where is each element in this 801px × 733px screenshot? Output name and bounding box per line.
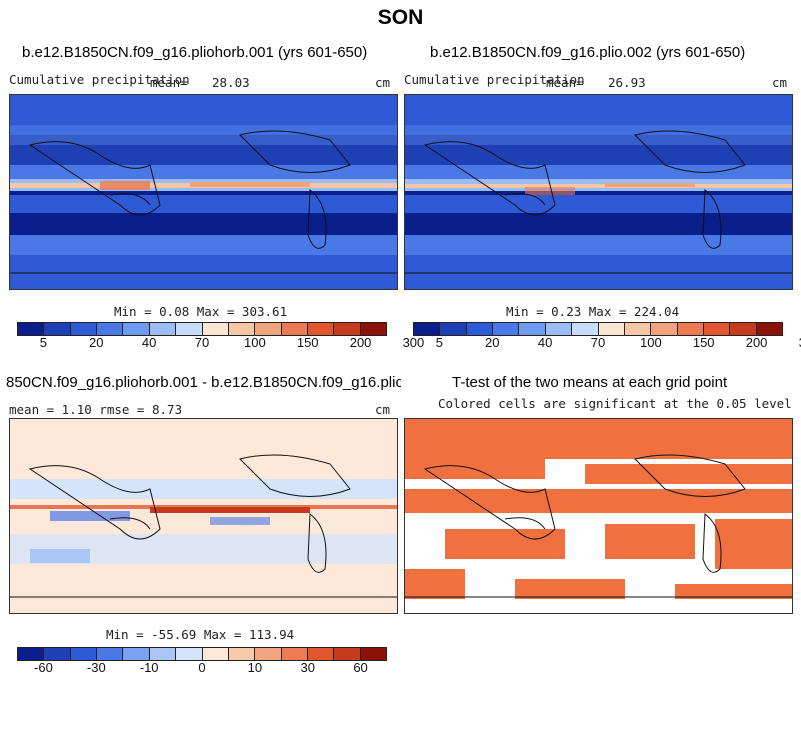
panel4-significance-map [404,418,793,614]
panel4-map-graphic [405,419,792,613]
colorbar-swatch [44,648,71,660]
colorbar-swatch [97,648,124,660]
figure-title: SON [377,6,424,29]
panel1-precip-map [9,94,398,290]
panel3-title: 850CN.f09_g16.pliohorb.001 - b.e12.B1850… [6,374,401,391]
colorbar-swatch [18,648,45,660]
precip-colorbar-left-ticks: 5 20 40 70 100 150 200 300 [17,335,424,353]
colorbar-tick-label: 150 [692,335,715,350]
panel4-title: T-test of the two means at each grid poi… [452,374,728,391]
colorbar-swatch [598,323,625,335]
colorbar-swatch [572,323,599,335]
colorbar-tick-label: 200 [745,335,768,350]
panel1-variable-label: Cumulative precipitation [9,72,190,87]
colorbar-swatch [70,323,98,335]
colorbar-swatch [360,648,387,660]
colorbar-swatch [18,323,45,335]
panel2-title: b.e12.B1850CN.f09_g16.plio.002 (yrs 601-… [430,44,746,61]
precip-colorbar-right-ticks: 5 20 40 70 100 150 200 300 [413,335,801,353]
colorbar-swatch [519,323,546,335]
colorbar-swatch [149,648,177,660]
colorbar-swatch [307,648,335,660]
colorbar-swatch [703,323,731,335]
colorbar-tick-label: 5 [435,335,444,350]
panel2-precip-map [404,94,793,290]
colorbar-swatch [70,648,98,660]
colorbar-tick-label: 10 [247,660,263,675]
panel1-mean-value: 28.03 [212,75,250,90]
colorbar-swatch [149,323,177,335]
panel1-mean-label: mean= [150,75,188,90]
colorbar-swatch [255,648,282,660]
difference-colorbar-ticks: -60 -30 -10 0 10 30 60 [17,660,387,678]
colorbar-swatch [677,323,704,335]
colorbar-tick-label: -60 [34,660,53,675]
colorbar-swatch [176,323,203,335]
colorbar-tick-label: 5 [39,335,48,350]
panel1-title: b.e12.B1850CN.f09_g16.pliohorb.001 (yrs … [22,44,368,61]
colorbar-swatch [228,648,256,660]
panel4-subtitle: Colored cells are significant at the 0.0… [438,396,792,411]
colorbar-swatch [440,323,467,335]
colorbar-tick-label: 40 [537,335,553,350]
panel2-mean-label: mean= [546,75,584,90]
precip-colorbar-left [17,322,387,336]
colorbar-swatch [281,648,308,660]
panel1-min-max: Min = 0.08 Max = 303.61 [114,304,288,319]
colorbar-swatch [228,323,256,335]
colorbar-swatch [202,648,229,660]
panel3-difference-map [9,418,398,614]
colorbar-tick-label: 150 [296,335,319,350]
colorbar-tick-label: 300 [402,335,425,350]
panel2-min-max: Min = 0.23 Max = 224.04 [506,304,680,319]
colorbar-swatch [756,323,783,335]
colorbar-tick-label: 0 [198,660,206,675]
colorbar-swatch [730,323,757,335]
colorbar-swatch [360,323,387,335]
colorbar-swatch [334,323,361,335]
panel1-unit: cm [375,75,391,90]
panel2-map-graphic [405,95,792,289]
colorbar-tick-label: 40 [141,335,157,350]
colorbar-swatch [123,323,150,335]
colorbar-tick-label: -30 [86,660,106,675]
colorbar-swatch [651,323,678,335]
panel2-mean-value: 26.93 [608,75,646,90]
colorbar-tick-label: 30 [300,660,315,675]
colorbar-swatch [307,323,335,335]
colorbar-swatch [176,648,203,660]
colorbar-swatch [334,648,361,660]
colorbar-tick-label: 60 [353,660,368,675]
colorbar-swatch [493,323,520,335]
precip-colorbar-right [413,322,783,336]
colorbar-swatch [466,323,494,335]
colorbar-tick-label: 20 [89,335,104,350]
colorbar-tick-label: 20 [485,335,500,350]
colorbar-swatch [255,323,282,335]
colorbar-swatch [123,648,150,660]
panel2-variable-label: Cumulative precipitation [404,72,585,87]
colorbar-swatch [44,323,71,335]
colorbar-tick-label: 100 [639,335,662,350]
colorbar-swatch [414,323,441,335]
colorbar-swatch [202,323,229,335]
colorbar-tick-label: 300 [799,335,801,350]
colorbar-tick-label: -10 [139,660,159,675]
colorbar-swatch [545,323,573,335]
panel2-unit: cm [772,75,788,90]
colorbar-swatch [624,323,652,335]
colorbar-tick-label: 200 [349,335,372,350]
panel3-min-max: Min = -55.69 Max = 113.94 [106,627,295,642]
panel1-map-graphic [10,95,397,289]
colorbar-swatch [281,323,308,335]
panel3-map-graphic [10,419,397,613]
colorbar-tick-label: 70 [590,335,606,350]
panel3-unit: cm [375,402,391,417]
panel3-stats: mean = 1.10 rmse = 8.73 [9,402,183,417]
colorbar-tick-label: 100 [243,335,266,350]
difference-colorbar [17,647,387,661]
colorbar-tick-label: 70 [194,335,210,350]
colorbar-swatch [97,323,124,335]
